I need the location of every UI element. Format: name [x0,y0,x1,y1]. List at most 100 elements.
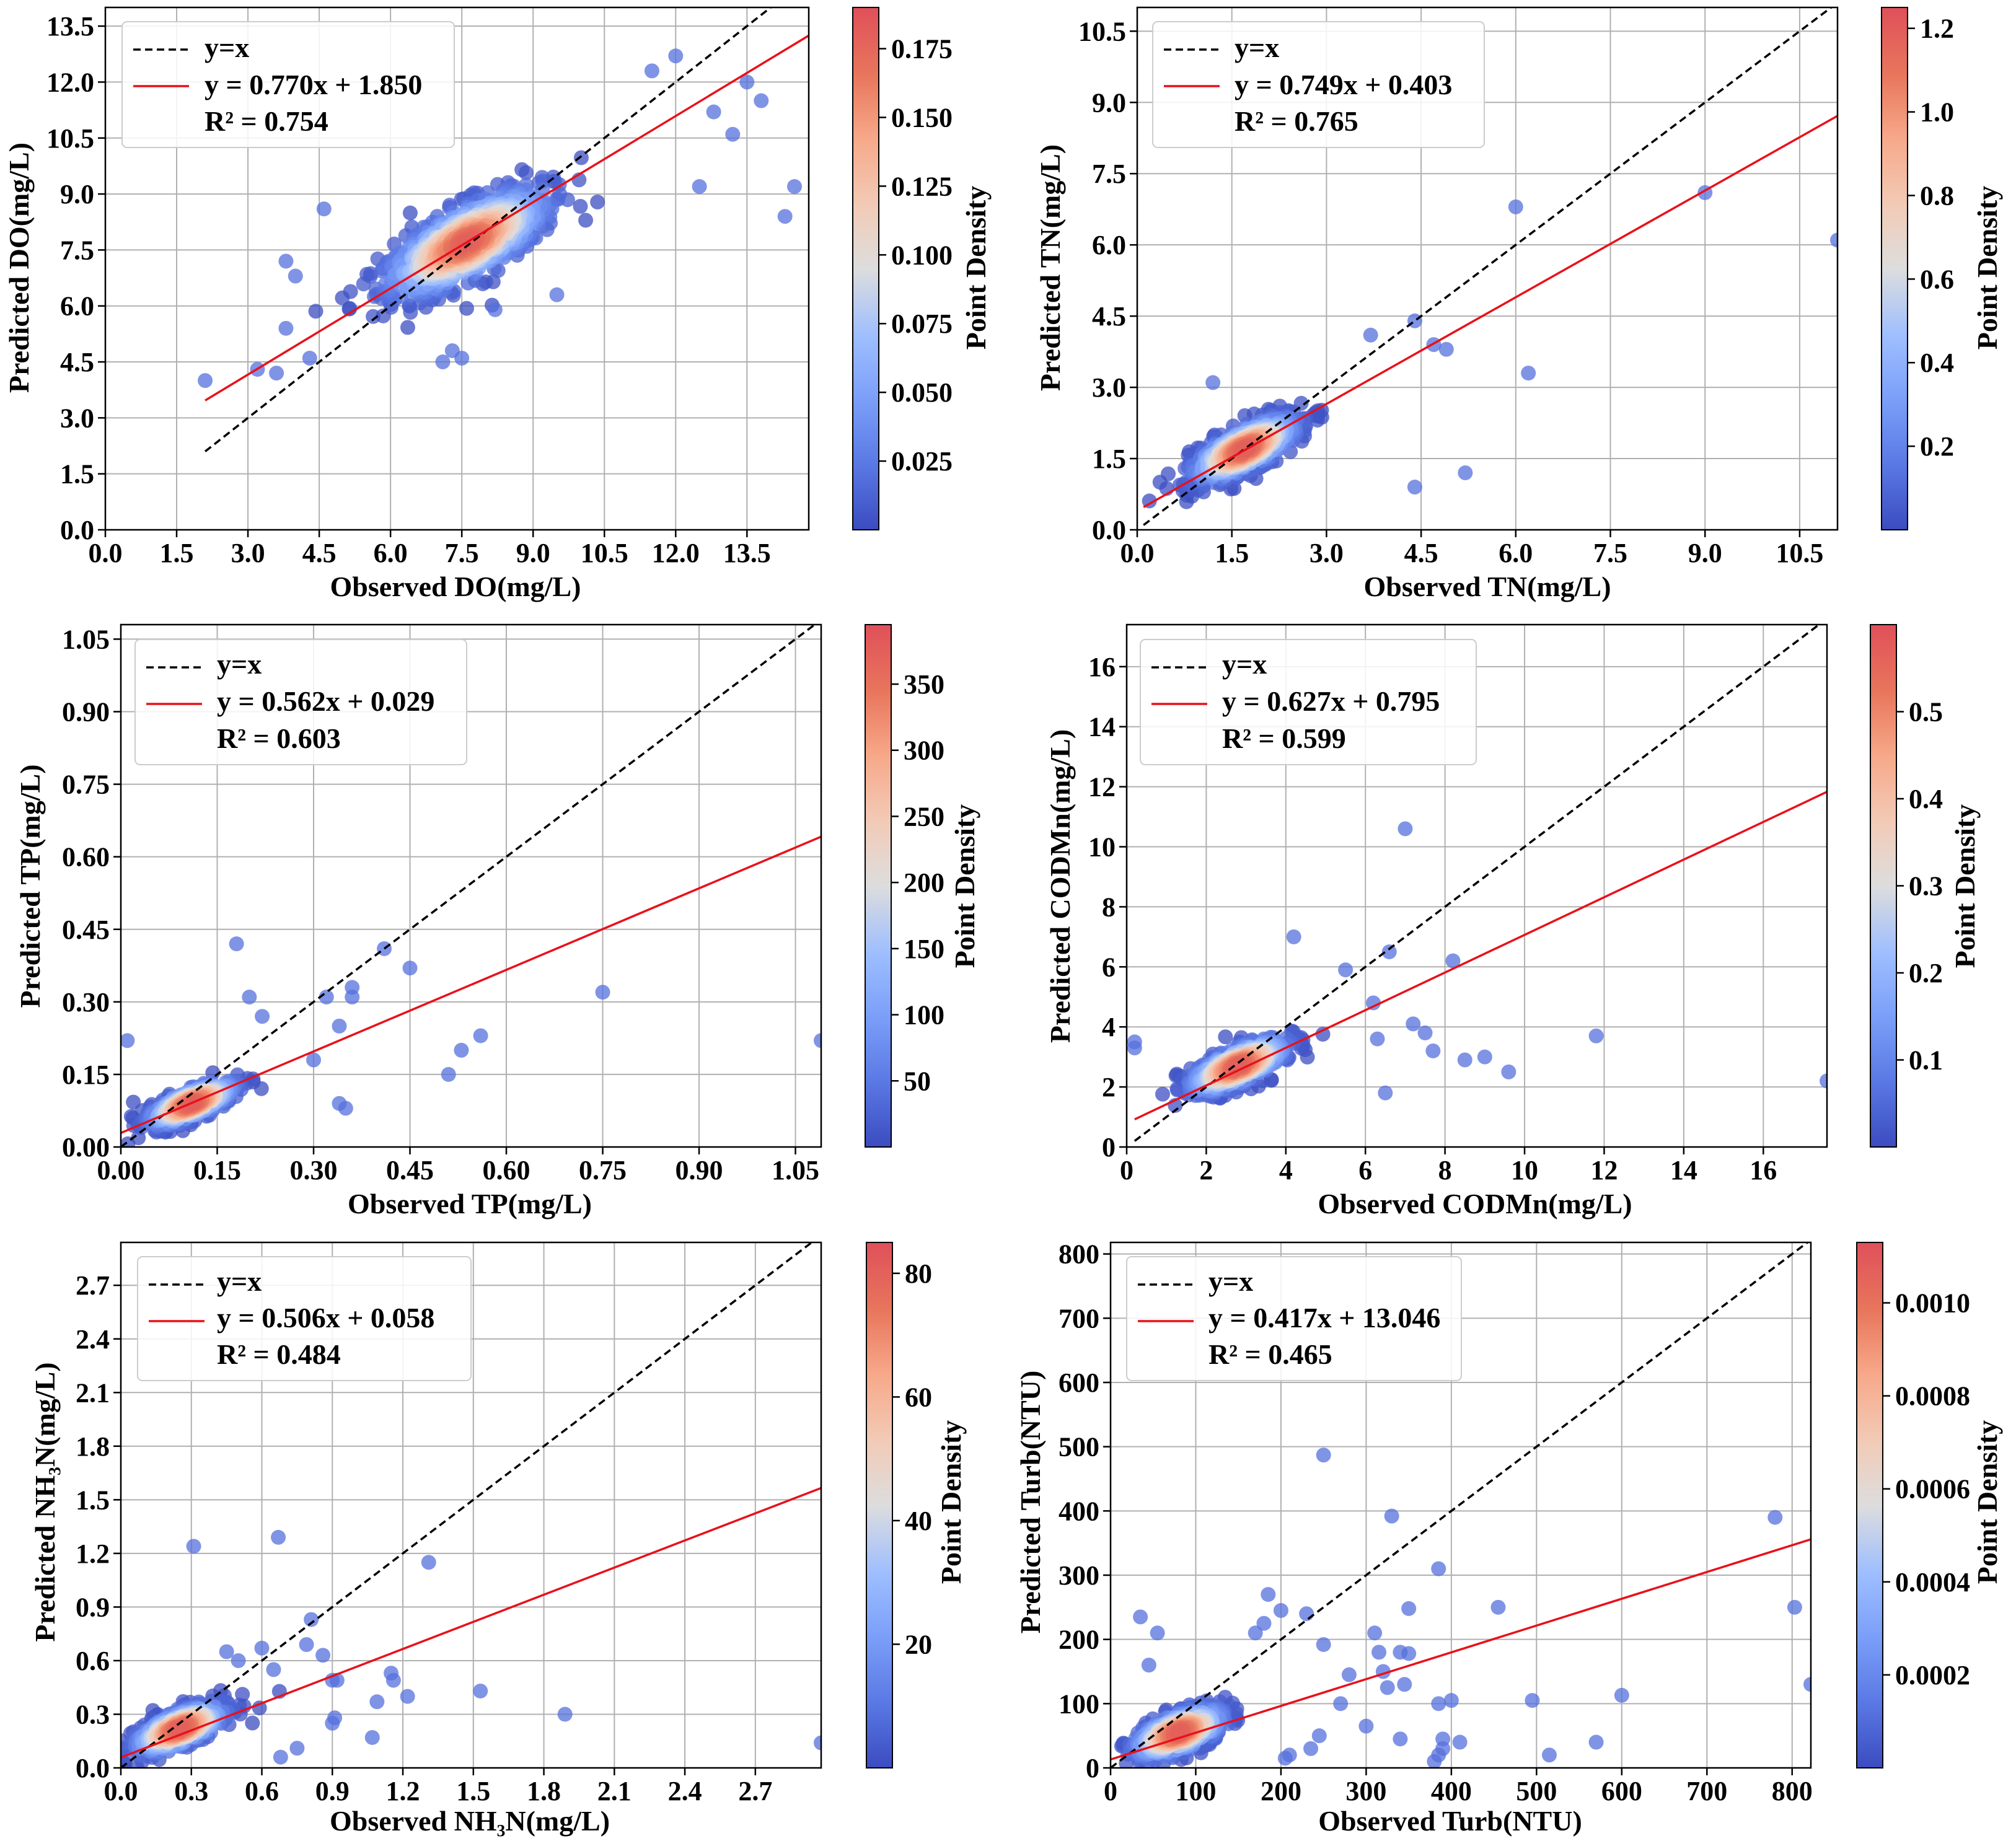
panel-tp-colorbar-tick-label: 150 [904,934,944,964]
panel-tp-point [332,1018,347,1034]
panel-turb-xtick-label: 100 [1175,1776,1216,1806]
panel-codmn-frame [1125,623,1828,1148]
panel-codmn-point [1501,1064,1516,1079]
panel-nh3n-point [814,1735,821,1751]
panel-tn-point [1521,366,1536,381]
panel-turb-xtick-label: 700 [1686,1776,1727,1806]
panel-nh3n-point [304,1612,319,1627]
panel-nh3n: 0.0 0.3 0.6 0.9 1.2 1.5 1.8 2.1 2.4 2.7 0.0 0.3 0.6 0… [29,1241,967,1837]
panel-tp-xtick-label: 0.60 [483,1155,530,1185]
panel-codmn-point [1398,821,1413,837]
panel-codmn-point [1218,1029,1233,1045]
panel-tn-points [1142,185,1838,509]
panel-turb-point [1427,1754,1442,1768]
panel-nh3n-point [186,1539,201,1554]
panel-do-point [342,301,358,316]
panel-turb-legend-box [1126,1256,1462,1381]
panel-nh3n-point [299,1637,314,1652]
panel-tn-colorbar-tick-label: 0.4 [1920,348,1954,378]
panel-do-point [316,201,332,217]
panel-tp-point [255,1009,270,1024]
panel-nh3n-fit-line [121,1487,821,1759]
panel-tn-legend-box [1152,21,1485,148]
panel-codmn-ytick-label: 10 [1088,832,1116,863]
panel-tn-xtick-label: 9.0 [1688,538,1722,568]
panel-do-point [435,354,451,370]
panel-nh3n-xtick-label: 2.1 [597,1776,632,1806]
panel-turb-point [1303,1741,1319,1756]
panel-do-frame [104,6,810,531]
panel-do-point [343,284,358,299]
panel-turb-point [1431,1561,1446,1576]
panel-tp-xtick-label: 1.05 [772,1155,819,1185]
panel-nh3n-identity-line [121,1242,814,1768]
panel-turb-ytick-label: 600 [1059,1368,1099,1398]
panel-turb-ytick-label: 800 [1059,1239,1099,1270]
panel-nh3n-ytick-label: 2.4 [76,1324,110,1355]
panel-codmn-xtick-label: 6 [1358,1155,1372,1185]
panel-codmn-points [1127,821,1827,1113]
panel-turb-point [1248,1625,1263,1641]
panel-tn: 0.0 1.5 3.0 4.5 6.0 7.5 9.0 10.5 0.0 1.5 3.0 4.5 6.0… [1034,6,2003,602]
panel-codmn-legend-identity: y=x [1222,648,1267,680]
panel-turb-ytick-label: 700 [1059,1303,1099,1334]
panel-do-colorbar-tick-label: 0.025 [891,446,953,477]
panel-turb-colorbar-label: Point Density [1971,1420,2003,1584]
panel-do-ytick-label: 7.5 [60,235,94,265]
panel-turb-point [1380,1680,1395,1695]
panel-do-legend: y=x y = 0.770x + 1.850 R² = 0.754 [121,21,455,148]
panel-nh3n-colorbar-tick-label: 60 [905,1382,932,1412]
panel-nh3n-colorbar: 20 40 60 80 [866,1242,932,1769]
panel-turb-point [1431,1696,1446,1711]
panel-tp-colorbar-tick-label: 250 [904,801,944,832]
panel-do-point [573,150,589,165]
panel-nh3n-xtick-label: 0.0 [104,1776,138,1806]
panel-do-point [269,366,284,381]
panel-tn-fit-line [1143,115,1838,508]
panel-turb-point [1393,1731,1408,1747]
panel-do-point [692,179,707,195]
panel-codmn-colorbar-gradient [1870,624,1897,1148]
panel-tn-ytick-label: 7.5 [1092,159,1126,189]
panel-codmn-point [1315,1027,1331,1042]
panel-tp-legend-identity: y=x [217,648,262,680]
panel-tp-point [814,1033,821,1048]
panel-nh3n-ytick-label: 1.2 [76,1539,110,1569]
panel-turb-plot-area: 0 100 200 300 400 500 600 700 800 0 100 200 300 400 50… [1059,1239,1813,1806]
panel-do-point [668,48,684,64]
panel-turb-point [1803,1677,1811,1692]
panel-turb-point [1311,1728,1327,1744]
panel-nh3n-point [252,1700,267,1716]
panel-codmn-ytick-label: 4 [1102,1012,1116,1042]
panel-codmn-ytick-label: 0 [1102,1132,1116,1162]
panel-tn-frame [1136,6,1839,531]
panel-tn-xtick-label: 1.5 [1215,538,1249,568]
panel-codmn-identity-line [1133,625,1821,1142]
panel-turb-xtick-label: 400 [1431,1776,1472,1806]
panel-do-ytick-label: 6.0 [60,291,94,322]
panel-tp-ytick-label: 1.05 [62,624,110,654]
panel-do-colorbar-tick-label: 0.050 [891,377,953,408]
panel-tp-colorbar-tick-label: 100 [904,1000,944,1030]
panel-nh3n-colorbar-tick-label: 20 [905,1629,932,1659]
panel-turb-point [1384,1508,1399,1524]
panel-tp-ytick-label: 0.00 [62,1132,110,1162]
panel-nh3n-ytick-label: 1.5 [76,1485,110,1515]
panel-codmn-point [1477,1049,1492,1065]
panel-tn-point [1458,465,1473,481]
panel-tp-ytick-label: 0.30 [62,987,110,1017]
panel-turb-point [1141,1658,1156,1673]
panel-do-colorbar-tick-label: 0.175 [891,34,953,64]
panel-tn-ytick-label: 6.0 [1092,230,1126,260]
panel-do-point [459,301,474,316]
panel-do-colorbar-tick-label: 0.075 [891,309,953,339]
panel-do-ytick-label: 3.0 [60,403,94,433]
panel-nh3n-legend-r2: R² = 0.484 [217,1338,341,1370]
panel-do-identity-line [204,7,773,452]
panel-codmn-ticks: 0 2 4 6 8 10 12 14 16 0 2 4 6 8 10 12 14 16 [1088,652,1777,1185]
panel-tp-point [454,1042,469,1058]
panel-turb-point [1299,1606,1314,1622]
panel-turb-xtick-label: 300 [1345,1776,1386,1806]
panel-tn-xtick-label: 10.5 [1776,538,1823,568]
panel-tp-xtick-label: 0.45 [386,1155,434,1185]
